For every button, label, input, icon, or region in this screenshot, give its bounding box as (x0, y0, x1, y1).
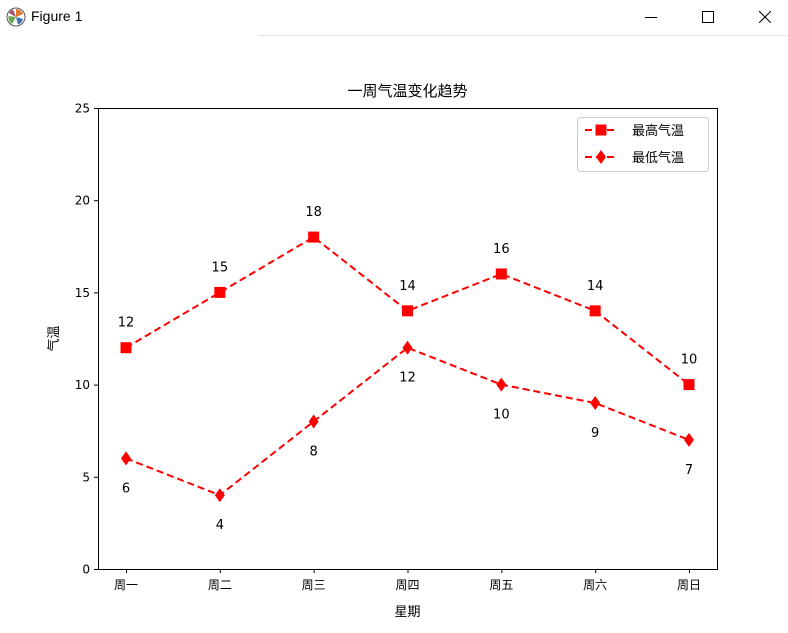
data-label: 14 (587, 279, 604, 294)
minimize-button[interactable] (628, 0, 674, 34)
plot-area: 0 5 10 15 20 25 周一 周二 周三 周四 周五 周六 周日 12 15 18 14 16 14 10 6 4… (75, 102, 701, 593)
data-point-diamond (214, 488, 225, 503)
x-tick-label: 周五 (489, 578, 513, 592)
data-label: 15 (212, 260, 229, 275)
window-titlebar: Figure 1 (0, 0, 788, 36)
x-tick-label: 周四 (395, 578, 419, 592)
data-label: 6 (122, 481, 130, 496)
data-point-square (214, 286, 226, 298)
data-label: 10 (681, 353, 698, 368)
legend-label: 最高气温 (632, 123, 684, 139)
x-tick-label: 周一 (114, 578, 138, 592)
minimize-icon (645, 17, 657, 18)
data-point-square (589, 305, 601, 317)
chart-title: 一周气温变化趋势 (347, 82, 467, 100)
data-point-diamond (402, 340, 413, 355)
matplotlib-logo-icon (6, 7, 26, 27)
x-tick-label: 周三 (302, 578, 326, 592)
data-label: 14 (399, 279, 416, 294)
y-tick-label: 5 (82, 470, 90, 484)
data-label: 10 (493, 408, 510, 423)
axes-frame (98, 108, 718, 570)
data-label: 7 (685, 463, 693, 478)
data-point-diamond (684, 432, 694, 447)
data-point-diamond (496, 377, 507, 392)
y-tick-label: 0 (82, 563, 90, 577)
legend-label: 最低气温 (632, 150, 684, 166)
data-point-square (683, 379, 695, 391)
close-button[interactable] (742, 0, 788, 34)
x-tick-label: 周二 (208, 578, 232, 592)
data-point-square (120, 342, 132, 354)
maximize-icon (702, 11, 714, 23)
data-point-square (308, 231, 320, 243)
y-tick-label: 20 (75, 194, 90, 208)
x-tick-label: 周六 (583, 578, 607, 592)
data-point-square (495, 268, 507, 280)
maximize-button[interactable] (685, 0, 731, 34)
y-tick-label: 25 (75, 102, 90, 116)
y-tick-label: 15 (75, 286, 90, 300)
legend-marker-square (595, 124, 607, 136)
data-label: 16 (493, 242, 510, 257)
data-label: 9 (591, 426, 599, 441)
data-label: 12 (399, 371, 416, 386)
data-label: 12 (118, 316, 135, 331)
data-point-diamond (308, 414, 319, 429)
titlebar-divider (258, 35, 788, 36)
data-label: 4 (216, 518, 224, 533)
close-icon (759, 11, 771, 23)
legend-marker-diamond (596, 150, 606, 164)
data-point-diamond (121, 451, 131, 466)
y-axis-label: 气温 (46, 325, 62, 351)
x-tick-label: 周日 (677, 578, 701, 592)
data-label: 8 (310, 444, 318, 459)
x-axis-label: 星期 (394, 605, 420, 620)
data-point-diamond (590, 396, 601, 411)
y-tick-label: 10 (75, 378, 90, 392)
window-title: Figure 1 (31, 8, 83, 24)
data-point-square (402, 305, 413, 317)
data-label: 18 (305, 205, 322, 220)
